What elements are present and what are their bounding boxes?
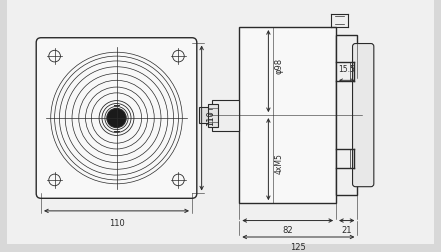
Bar	[239, 27, 336, 203]
Circle shape	[49, 174, 60, 186]
FancyBboxPatch shape	[4, 0, 437, 248]
Bar	[209, 104, 218, 127]
Text: 82: 82	[282, 226, 293, 235]
Circle shape	[172, 174, 184, 186]
FancyBboxPatch shape	[352, 44, 374, 187]
Text: 4xM5: 4xM5	[274, 153, 283, 174]
FancyBboxPatch shape	[36, 38, 197, 198]
Text: 110: 110	[108, 219, 124, 228]
Bar	[199, 107, 212, 123]
Bar	[212, 100, 239, 131]
Circle shape	[49, 50, 60, 62]
Text: 21: 21	[341, 226, 352, 235]
Circle shape	[107, 108, 126, 128]
Circle shape	[172, 50, 184, 62]
Text: 15.5: 15.5	[338, 65, 355, 74]
Text: 110: 110	[206, 110, 216, 126]
Text: 125: 125	[291, 243, 306, 252]
Bar	[336, 35, 357, 195]
Text: φ98: φ98	[274, 58, 283, 74]
